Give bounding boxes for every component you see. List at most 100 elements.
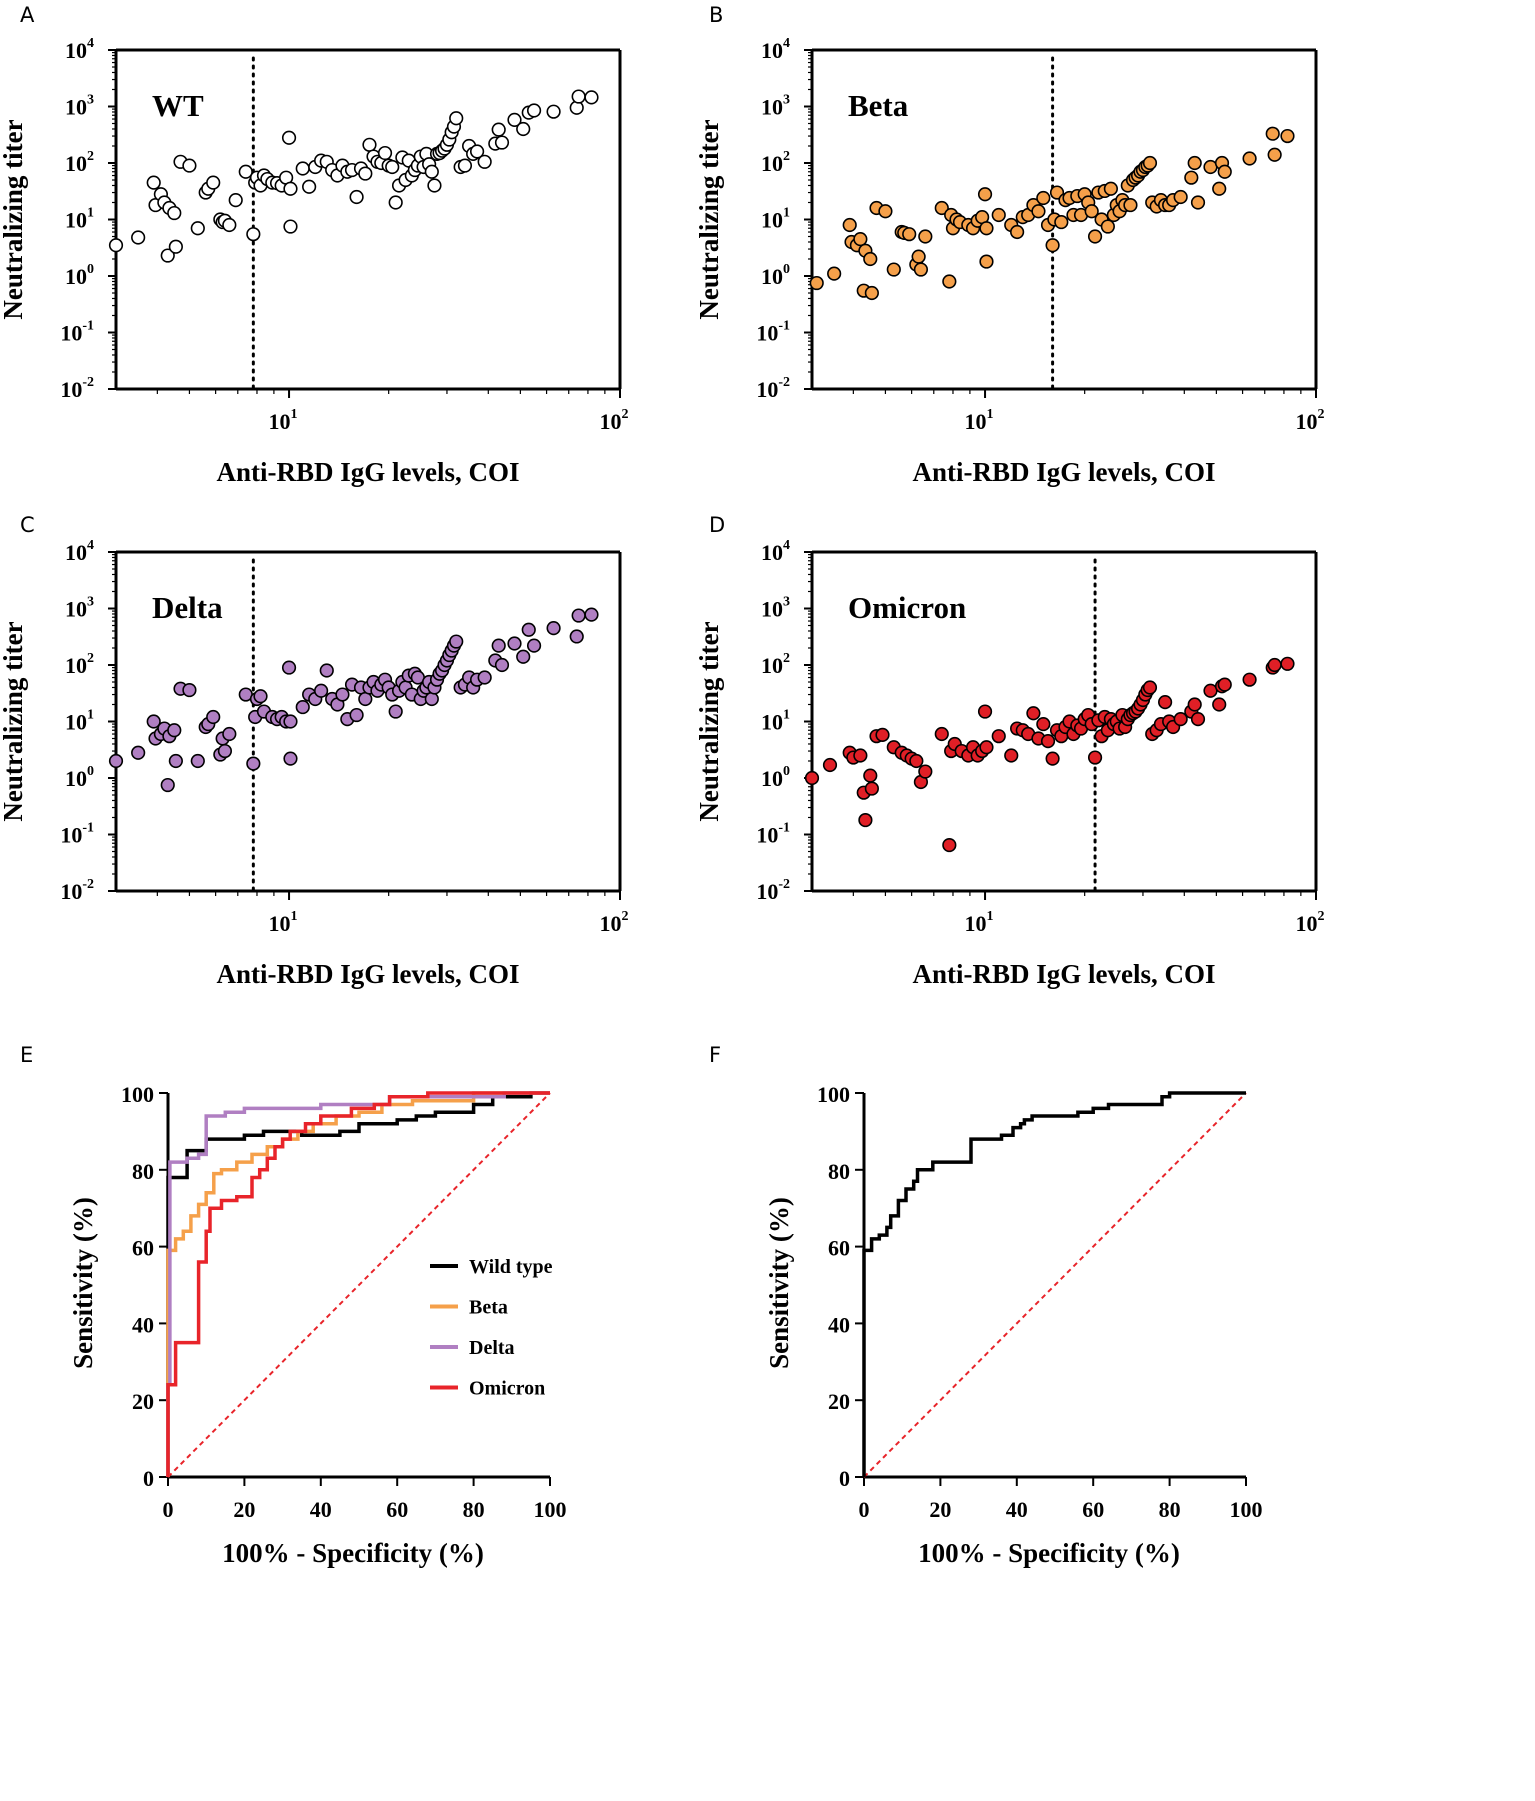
data-point	[979, 254, 994, 269]
data-point	[281, 130, 297, 145]
data-point	[571, 608, 586, 623]
y-tick-exp: 4	[783, 36, 790, 51]
y-tick-label: 104	[761, 36, 790, 63]
y-tick-exp: -2	[778, 375, 790, 390]
y-tick-exp: 1	[783, 206, 790, 221]
data-point	[1190, 195, 1206, 210]
data-point	[1242, 151, 1257, 166]
data-point	[918, 764, 933, 779]
y-tick-label: 103	[65, 595, 94, 622]
data-point	[1265, 126, 1280, 141]
x-tick-base: 10	[1296, 409, 1318, 434]
data-point	[942, 837, 957, 853]
y-tick-label: 10-1	[756, 319, 790, 346]
data-point	[283, 751, 298, 766]
x-tick-label: 20	[233, 1497, 255, 1522]
data-point	[449, 634, 464, 649]
data-point	[167, 723, 182, 738]
x-tick-label: 102	[600, 407, 629, 434]
data-point	[863, 251, 878, 267]
series-label: Delta	[152, 590, 223, 625]
x-tick-exp: 2	[622, 909, 629, 924]
y-tick-base: 10	[761, 264, 783, 289]
data-point	[1158, 695, 1173, 710]
y-tick-base: 10	[761, 151, 783, 176]
y-tick-base: 10	[65, 208, 87, 233]
y-tick-label: 101	[65, 206, 94, 233]
data-point	[991, 207, 1006, 223]
data-point	[584, 90, 599, 105]
x-tick-label: 80	[1159, 1497, 1181, 1522]
y-axis-title: Sensitivity (%)	[68, 1197, 98, 1369]
y-axis-title: Neutralizing titer	[694, 119, 724, 319]
x-tick-base: 10	[1296, 911, 1318, 936]
data-point	[246, 756, 261, 771]
data-point	[979, 221, 994, 236]
y-tick-exp: 3	[87, 93, 94, 108]
y-tick-exp: 3	[783, 93, 790, 108]
series-label: Beta	[848, 88, 909, 123]
y-axis-title: Neutralizing titer	[0, 621, 28, 821]
x-tick-base: 10	[269, 911, 291, 936]
data-point	[507, 112, 522, 127]
data-point	[108, 238, 124, 253]
data-point	[878, 204, 893, 219]
data-point	[427, 178, 442, 193]
data-point	[516, 649, 531, 664]
data-point	[853, 231, 868, 247]
y-tick-exp: 4	[783, 538, 790, 553]
data-point	[362, 137, 377, 152]
data-point	[182, 158, 197, 173]
y-tick-base: 10	[65, 766, 87, 791]
y-tick-base: 10	[756, 377, 778, 402]
y-axis-title: Sensitivity (%)	[764, 1197, 794, 1369]
data-point	[477, 670, 492, 685]
y-tick-label: 101	[761, 206, 790, 233]
y-tick-exp: 1	[87, 206, 94, 221]
y-tick-base: 10	[761, 540, 783, 565]
x-tick-exp: 1	[987, 407, 994, 422]
x-tick-base: 10	[269, 409, 291, 434]
x-tick-label: 102	[600, 909, 629, 936]
x-tick-label: 102	[1296, 407, 1325, 434]
data-point	[1142, 680, 1158, 695]
data-point	[842, 217, 857, 233]
x-tick-exp: 2	[1318, 909, 1325, 924]
panel-letter: B	[709, 3, 723, 27]
data-point	[1040, 733, 1056, 749]
panel-letter: D	[709, 513, 725, 537]
panel-letter: C	[20, 513, 35, 537]
legend-label: Beta	[469, 1297, 508, 1319]
y-tick-base: 10	[761, 710, 783, 735]
data-point	[571, 89, 586, 104]
y-tick-exp: 2	[783, 149, 790, 164]
data-point	[494, 657, 510, 673]
legend-label: Omicron	[469, 1378, 545, 1400]
data-point	[469, 144, 485, 159]
y-tick-label: 101	[65, 708, 94, 735]
data-point	[1036, 190, 1051, 206]
data-point	[886, 262, 901, 277]
data-point	[388, 195, 403, 210]
data-point	[809, 275, 824, 291]
data-point	[377, 145, 393, 161]
y-tick-exp: -2	[778, 877, 790, 892]
y-tick-label: 10-2	[756, 877, 790, 904]
series-label: WT	[152, 88, 204, 123]
data-point	[1103, 181, 1118, 196]
data-point	[449, 111, 464, 126]
y-tick-exp: 3	[783, 595, 790, 610]
data-point	[349, 189, 364, 205]
y-tick-label: 103	[761, 93, 790, 120]
y-tick-label: 10-1	[60, 319, 94, 346]
y-tick-base: 10	[761, 653, 783, 678]
data-point	[1004, 748, 1019, 763]
x-tick-label: 40	[1006, 1497, 1028, 1522]
y-tick-label: 101	[761, 708, 790, 735]
data-point	[1267, 147, 1282, 162]
x-axis-title: Anti-RBD IgG levels, COI	[913, 959, 1216, 989]
data-point	[858, 812, 873, 828]
y-tick-label: 0	[143, 1466, 154, 1491]
y-tick-exp: -1	[778, 821, 790, 836]
x-tick-exp: 2	[622, 407, 629, 422]
